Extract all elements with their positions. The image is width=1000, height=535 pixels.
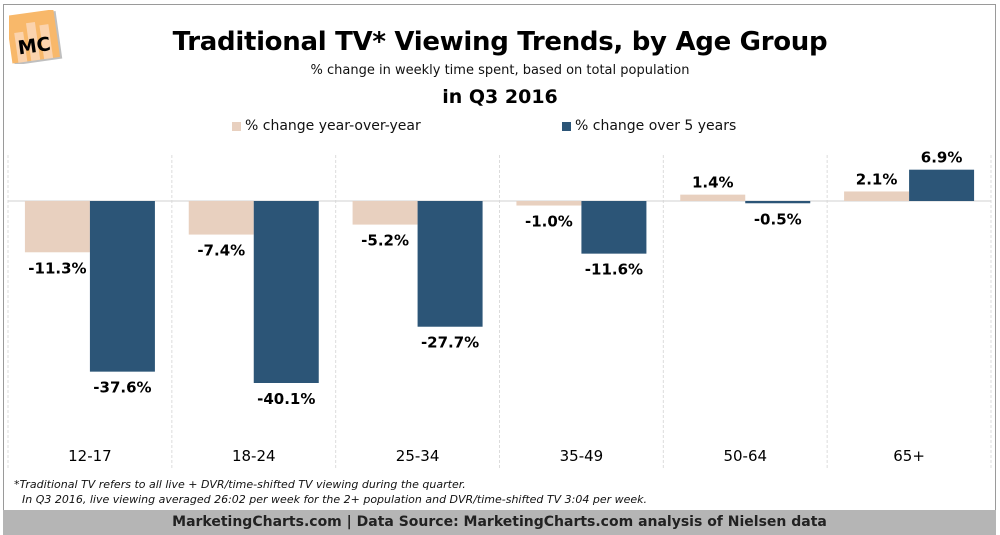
data-label: -27.7% xyxy=(421,334,479,352)
chart-period: in Q3 2016 xyxy=(442,86,558,108)
chart-subtitle: % change in weekly time spent, based on … xyxy=(310,63,690,78)
category-tick-label: 25-34 xyxy=(396,447,440,465)
bar-yoy xyxy=(844,191,910,201)
category-tick-label: 65+ xyxy=(893,447,925,465)
logo-text: MC xyxy=(16,33,52,59)
category-tick-label: 50-64 xyxy=(723,447,767,465)
bar-five-year xyxy=(417,201,483,327)
legend-swatch-five-year xyxy=(562,121,571,131)
footnotes: *Traditional TV refers to all live + DVR… xyxy=(14,477,647,507)
data-label: -5.2% xyxy=(361,232,409,250)
bar-five-year xyxy=(89,201,155,372)
bar-yoy xyxy=(24,201,90,253)
data-label: -11.6% xyxy=(585,261,643,279)
data-label: 2.1% xyxy=(856,170,898,188)
source-footer: MarketingCharts.com | Data Source: Marke… xyxy=(3,510,996,535)
chart-title: Traditional TV* Viewing Trends, by Age G… xyxy=(172,27,828,57)
data-label: -7.4% xyxy=(197,242,245,260)
bar-yoy xyxy=(680,194,746,201)
footnote-1: *Traditional TV refers to all live + DVR… xyxy=(14,478,466,491)
data-label: -1.0% xyxy=(525,213,573,231)
footnote-2: In Q3 2016, live viewing averaged 26:02 … xyxy=(22,493,648,506)
category-tick-label: 18-24 xyxy=(232,447,276,465)
data-label: 6.9% xyxy=(921,149,963,167)
bar-five-year xyxy=(909,169,975,201)
bar-five-year xyxy=(253,201,319,383)
data-label: -0.5% xyxy=(754,210,802,228)
data-label: -11.3% xyxy=(28,259,86,277)
data-label: -40.1% xyxy=(257,390,315,408)
marketingcharts-logo: MC xyxy=(9,10,63,64)
legend-item-yoy: % change year-over-year xyxy=(232,118,421,134)
bar-five-year xyxy=(745,201,811,204)
legend-label-yoy: % change year-over-year xyxy=(245,118,421,134)
category-tick-label: 12-17 xyxy=(68,447,112,465)
category-tick-label: 35-49 xyxy=(560,447,604,465)
chart-frame xyxy=(3,4,996,534)
legend-label-five-year: % change over 5 years xyxy=(575,118,737,134)
legend-swatch-yoy xyxy=(232,121,241,131)
legend-item-five-year: % change over 5 years xyxy=(562,118,736,134)
data-label: -37.6% xyxy=(93,379,151,397)
bar-yoy xyxy=(516,201,582,206)
bar-five-year xyxy=(581,201,647,254)
bar-yoy xyxy=(352,201,418,225)
bar-yoy xyxy=(188,201,254,235)
data-label: 1.4% xyxy=(692,174,734,192)
